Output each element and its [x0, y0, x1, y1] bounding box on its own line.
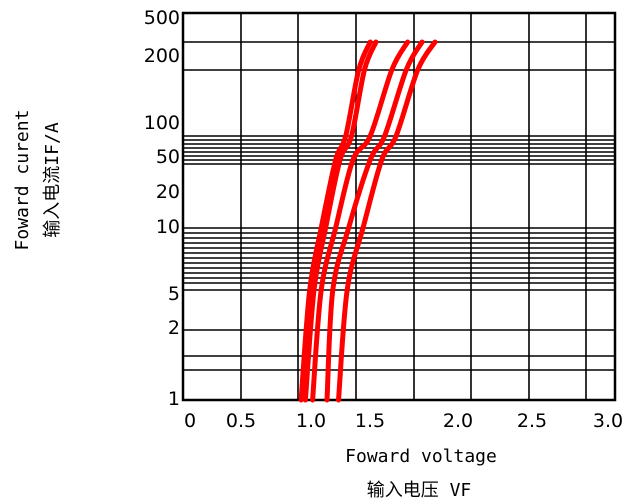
curve-5: [336, 39, 438, 403]
y-tick-label: 2: [168, 317, 180, 339]
y-tick-labels: 500 200 100 50 20 10 5 2 1: [144, 7, 180, 410]
y-tick-label: 500: [144, 7, 180, 29]
x-tick-labels: 0 0.5 1.0 1.5 2.0 2.5 3.0: [184, 410, 623, 432]
y-tick-label: 200: [144, 45, 180, 67]
x-tick-label: 2.5: [517, 410, 547, 432]
plot-border: [181, 11, 617, 402]
x-tick-label: 0: [184, 410, 196, 432]
y-tick-label: 5: [168, 283, 180, 305]
y-tick-label: 100: [144, 112, 180, 134]
curve-1: [298, 39, 373, 403]
x-tick-label: 0.5: [226, 410, 256, 432]
x-axis-title: Foward voltage: [345, 446, 497, 467]
x-tick-label: 2.0: [443, 410, 473, 432]
x-axis-title-cn: 输入电压 VF: [367, 480, 472, 501]
y-tick-label: 10: [156, 216, 180, 238]
curve-3: [310, 39, 411, 403]
curve-4: [324, 39, 425, 403]
y-tick-label: 50: [156, 146, 180, 168]
curves: [298, 39, 438, 403]
x-tick-label: 1.5: [355, 410, 385, 432]
y-axis-title-cn: 输入电流IF/A: [42, 122, 63, 238]
y-tick-label: 1: [168, 388, 180, 410]
x-tick-label: 3.0: [593, 410, 623, 432]
curve-2: [302, 39, 379, 403]
grid: [181, 11, 617, 402]
y-axis-title: Foward curent: [12, 110, 33, 251]
y-tick-label: 20: [156, 181, 180, 203]
x-tick-label: 1.0: [296, 410, 326, 432]
